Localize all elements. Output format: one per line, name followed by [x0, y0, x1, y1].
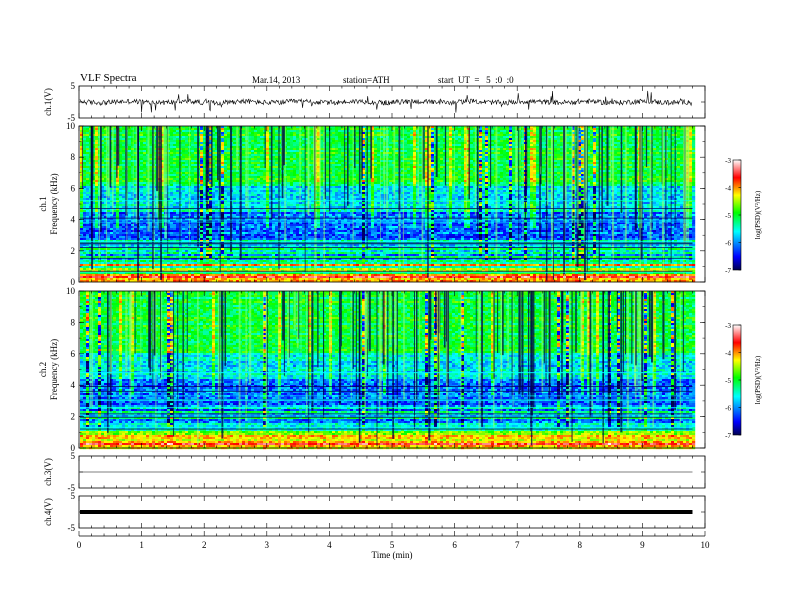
ch1-spectrogram-ylabel-channel: ch.1 [38, 196, 48, 211]
ch2-spectrogram-image [80, 291, 696, 450]
chart-title: VLF Spectra [80, 72, 137, 84]
x-tick-10: 10 [701, 540, 711, 550]
ch1-spectrogram-ytick-2: 2 [71, 246, 76, 256]
ch2-spectrogram-panel: 0 2 4 6 8 10 ch.2 Frequency (kHz) -3 -4 -5 -6 -7 log(… [38, 286, 762, 453]
ch4-waveform-ytick-top: 5 [71, 491, 76, 501]
x-axis: 0 1 2 3 4 5 6 7 8 9 10 Time (min) [77, 531, 710, 560]
x-tick-8: 8 [578, 540, 583, 550]
ch4-waveform-panel: 5 -5 ch.4(V) [43, 491, 706, 533]
x-tick-7: 7 [515, 540, 520, 550]
ch3-waveform-ylabel: ch.3(V) [43, 458, 53, 486]
ch1-spectrogram-colorbar-tick--6: -6 [725, 240, 731, 248]
ch1-spectrogram-ytick-8: 8 [71, 152, 76, 162]
ch1-spectrogram-ytick-4: 4 [71, 215, 76, 225]
ch1-spectrogram-colorbar-label: log(PSD)(V²/Hz) [754, 190, 762, 239]
ch2-spectrogram-ytick-8: 8 [71, 317, 76, 327]
ch2-spectrogram-ytick-4: 4 [71, 380, 76, 390]
x-tick-5: 5 [390, 540, 395, 550]
x-axis-label: Time (min) [372, 550, 413, 560]
ch1-spectrogram-ytick-6: 6 [71, 183, 76, 193]
ch1-spectrogram-ytick-0: 0 [71, 277, 76, 287]
start-ut-label: start UT = 5 :0 :0 [438, 75, 514, 85]
ch1-spectrogram-colorbar-tick--7: -7 [725, 267, 731, 275]
ch2-spectrogram-ylabel: Frequency (kHz) [49, 339, 59, 400]
ch2-spectrogram-colorbar-tick--5: -5 [725, 377, 731, 385]
x-tick-4: 4 [327, 540, 332, 550]
ch2-spectrogram-ytick-6: 6 [71, 349, 76, 359]
date-label: Mar.14, 2013 [252, 75, 300, 85]
ch1-spectrogram-colorbar-tick--4: -4 [725, 185, 731, 193]
ch1-spectrogram-panel: 0 2 4 6 8 10 ch.1 Frequency (kHz) -3 -4 -5 -6 -7 log(… [38, 121, 762, 287]
ch1-spectrogram-colorbar-tick--5: -5 [725, 212, 731, 220]
ch1-spectrogram-ylabel: Frequency (kHz) [49, 173, 59, 234]
ch1-waveform-ylabel: ch.1(V) [43, 88, 53, 116]
ch2-spectrogram-colorbar-tick--4: -4 [725, 350, 731, 358]
ch1-waveform-trace [79, 90, 693, 113]
x-tick-3: 3 [265, 540, 270, 550]
ch2-spectrogram-colorbar-tick--3: -3 [725, 322, 731, 330]
ch1-waveform-ytick-top: 5 [71, 81, 76, 91]
ch1-waveform-ytick-bottom: -5 [68, 113, 76, 123]
ch2-spectrogram-ytick-0: 0 [71, 443, 76, 453]
ch2-spectrogram-colorbar-label: log(PSD)(V²/Hz) [754, 355, 762, 404]
ch4-waveform-ytick-bottom: -5 [68, 523, 76, 533]
ch2-spectrogram-colorbar-tick--6: -6 [725, 405, 731, 413]
x-tick-9: 9 [640, 540, 645, 550]
ch4-waveform-trace [80, 510, 693, 514]
ch2-spectrogram-ylabel-channel: ch.2 [38, 362, 48, 377]
ch1-spectrogram-image [80, 126, 696, 283]
x-tick-1: 1 [139, 540, 144, 550]
station-label: station=ATH [343, 75, 390, 85]
ch2-spectrogram-ytick-2: 2 [71, 412, 76, 422]
x-tick-2: 2 [202, 540, 207, 550]
ch3-waveform-ytick-top: 5 [71, 451, 76, 461]
ch2-spectrogram-colorbar-tick--7: -7 [725, 432, 731, 440]
ch1-spectrogram-colorbar-tick--3: -3 [725, 157, 731, 165]
ch3-waveform-ytick-bottom: -5 [68, 483, 76, 493]
x-tick-0: 0 [77, 540, 82, 550]
ch4-waveform-ylabel: ch.4(V) [43, 498, 53, 526]
ch2-spectrogram-ytick-10: 10 [66, 286, 76, 296]
ch1-spectrogram-ytick-10: 10 [66, 121, 76, 131]
ch3-waveform-panel: 5 -5 ch.3(V) [43, 451, 706, 493]
x-tick-6: 6 [452, 540, 457, 550]
ch1-waveform-panel: 5 -5 ch.1(V) [43, 81, 706, 123]
